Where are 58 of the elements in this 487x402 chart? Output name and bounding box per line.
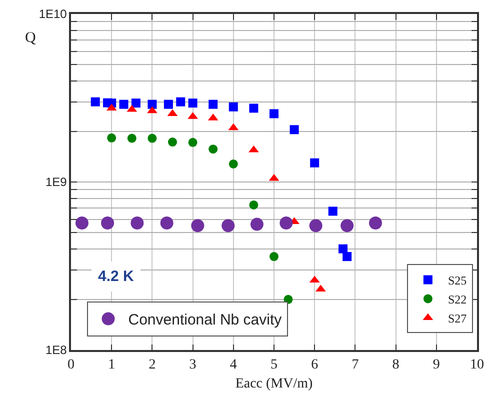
x-tick-label: 10 (470, 358, 484, 373)
x-tick-label: 8 (392, 358, 400, 373)
annotation: 4.2 K (98, 268, 134, 285)
legend-label: Conventional Nb cavity (128, 312, 282, 329)
point (222, 219, 235, 232)
legend-label: S25 (448, 273, 467, 288)
point (75, 216, 88, 230)
legend-label: S22 (448, 292, 467, 306)
legend-label: S27 (448, 311, 467, 326)
point (188, 98, 198, 108)
y-tick-label: 1E10 (38, 7, 68, 22)
x-tick-label: 4 (230, 358, 237, 373)
point (148, 134, 157, 143)
x-tick-label: 6 (311, 358, 318, 373)
point (176, 97, 186, 106)
point (309, 219, 322, 232)
point (250, 218, 264, 231)
x-tick-label: 5 (270, 358, 278, 373)
x-tick-label: 2 (148, 358, 156, 373)
point (338, 244, 348, 254)
point (119, 100, 128, 109)
point (249, 200, 258, 210)
point (131, 98, 140, 108)
point (270, 252, 278, 262)
point (369, 216, 382, 230)
point (101, 216, 114, 230)
point (208, 100, 218, 109)
point (340, 219, 354, 232)
point (127, 134, 136, 143)
point (228, 102, 238, 112)
point (342, 252, 352, 262)
y-tick-label: 1E9 (45, 175, 68, 190)
point (310, 158, 320, 168)
point (290, 125, 299, 134)
point (328, 206, 338, 216)
x-tick-label: 9 (432, 358, 440, 373)
point (280, 216, 293, 230)
x-tick-label: 7 (352, 358, 359, 373)
x-tick-label: 3 (189, 358, 196, 373)
point (147, 106, 158, 114)
point (164, 100, 173, 109)
point (208, 144, 218, 154)
point (160, 216, 174, 230)
x-axis-title: Eacc (MV/m) (235, 376, 314, 392)
y-axis-title: Q (25, 30, 36, 46)
point (270, 109, 278, 118)
point (107, 133, 116, 142)
point (90, 97, 100, 106)
y-tick-label: 1E8 (45, 343, 68, 358)
point (228, 159, 238, 168)
point (148, 100, 157, 109)
x-tick-label: 1 (108, 358, 116, 373)
x-tick-label: 0 (68, 358, 74, 373)
point (130, 216, 144, 230)
point (188, 138, 198, 147)
point (168, 138, 177, 147)
point (249, 104, 258, 113)
point (191, 219, 204, 232)
